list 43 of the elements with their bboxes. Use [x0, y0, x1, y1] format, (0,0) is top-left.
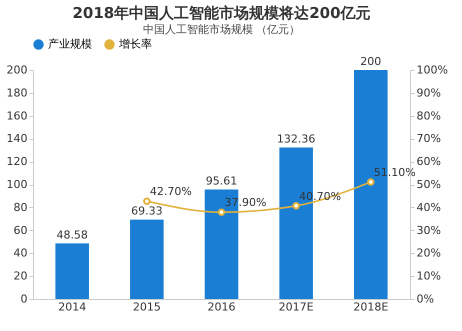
y-tick-label: 140 [6, 132, 28, 146]
y2-tick-label: 40% [416, 200, 441, 214]
point [367, 178, 375, 186]
y-tick-label: 40 [14, 246, 28, 260]
y2-tick-label: 70% [416, 132, 441, 146]
y-tick-label: 200 [6, 64, 28, 76]
data-label: 42.70% [150, 185, 192, 198]
x-tick-label: 2016 [208, 300, 236, 314]
y-tick-label: 20 [14, 270, 28, 283]
x-tick-label: 2017E [278, 300, 314, 314]
bar [130, 220, 164, 299]
bar [55, 243, 89, 299]
chart-title: 2018年中国人工智能市场规模将达200亿元 [72, 4, 371, 22]
data-label: 69.33 [131, 204, 163, 218]
y2-tick-label: 90% [416, 86, 441, 100]
y2-tick-label: 80% [416, 109, 441, 122]
data-label: 200 [360, 55, 382, 68]
y-tick-label: 60 [14, 224, 28, 237]
y2-tick-label: 20% [416, 246, 441, 260]
y2-tick-label: 100% [416, 64, 448, 76]
y-tick-label: 160 [6, 109, 28, 122]
chart-subtitle: 中国人工智能市场规模 （亿元） [142, 23, 300, 36]
y2-tick-label: 30% [416, 224, 441, 237]
legend-label: 产业规模 [48, 38, 92, 51]
y2-tick-label: 0% [416, 292, 434, 306]
x-tick-label: 2015 [132, 300, 161, 314]
data-label: 48.58 [56, 228, 88, 242]
legend-label: 增长率 [118, 38, 152, 51]
data-label: 95.61 [206, 174, 238, 188]
y-tick-label: 120 [6, 155, 28, 168]
point [292, 202, 300, 210]
data-label: 132.36 [276, 132, 316, 146]
y2-tick-label: 60% [416, 155, 441, 168]
y2-tick-label: 50% [416, 178, 441, 191]
y-tick-label: 80 [14, 200, 28, 214]
x-tick-label: 2018E [353, 300, 388, 314]
y-tick-label: 100 [6, 178, 28, 191]
x-tick-label: 2014 [58, 300, 86, 314]
y-tick-label: 180 [6, 86, 28, 100]
point [143, 197, 151, 205]
y-tick-label: 0 [20, 292, 28, 306]
y2-tick-label: 10% [416, 270, 441, 283]
point [218, 208, 226, 216]
